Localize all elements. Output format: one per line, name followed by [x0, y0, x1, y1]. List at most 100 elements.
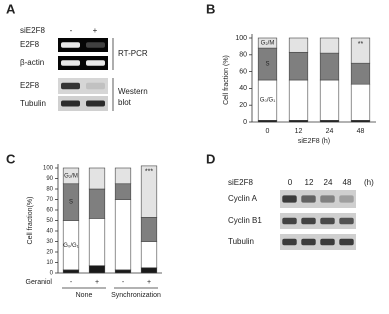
bar-segment	[140, 165, 158, 218]
bar-segment	[88, 218, 106, 266]
y-tick-label: 100	[43, 166, 54, 172]
row-label: β-actin	[20, 58, 44, 67]
panel-letter: D	[206, 151, 215, 166]
blot-background	[58, 38, 108, 52]
y-tick-label: 20	[46, 250, 53, 256]
method-label: RT-PCR	[118, 49, 148, 58]
y-tick-label: 80	[46, 187, 53, 193]
y-tick-label: 100	[235, 35, 247, 42]
x-axis-label: siE2F8 (h)	[298, 138, 330, 145]
blot-band	[320, 217, 335, 225]
group-label: None	[76, 292, 93, 299]
y-tick-label: 0	[243, 119, 247, 126]
category-axis-label: Geraniol	[26, 279, 53, 286]
y-tick-label: 40	[239, 85, 247, 92]
bar-segment	[114, 199, 132, 271]
lane-label: +	[93, 26, 98, 35]
blot-band	[61, 100, 80, 107]
bar-segment	[62, 269, 80, 274]
y-tick-label: 60	[239, 68, 247, 75]
y-tick-label: 30	[46, 239, 53, 245]
bar-segment	[88, 265, 106, 274]
lane-label: 0	[288, 178, 293, 187]
blot-band	[86, 42, 105, 48]
blot-band	[320, 238, 335, 246]
lane-label: -	[70, 26, 73, 35]
blot-band	[61, 60, 80, 66]
y-tick-label: 80	[239, 52, 247, 59]
x-tick-label: +	[147, 279, 151, 286]
bar-segment	[257, 37, 278, 49]
bar-segment	[140, 267, 158, 274]
blot-band	[61, 42, 80, 48]
blot-band	[61, 82, 80, 90]
bar-segment	[350, 37, 371, 64]
bar-segment	[140, 217, 158, 242]
blot-band	[282, 238, 297, 246]
bar-segment	[319, 79, 340, 121]
bar-segment	[114, 167, 132, 185]
blot-band	[301, 195, 316, 203]
y-tick-label: 20	[239, 102, 247, 109]
bar-segment	[350, 83, 371, 121]
bar-segment	[88, 188, 106, 219]
row-label: E2F8	[20, 81, 40, 90]
blot-band	[301, 238, 316, 246]
bar-segment	[319, 52, 340, 81]
blot-band	[86, 60, 105, 66]
lane-label: 48	[343, 178, 352, 187]
y-tick-label: 0	[50, 271, 54, 277]
segment-label: G₂/M	[64, 173, 78, 179]
x-tick-label: 12	[295, 128, 303, 135]
condition-label: siE2F8	[20, 26, 45, 35]
blot-band	[339, 238, 354, 246]
segment-label: G₀/G₁	[63, 243, 79, 249]
y-tick-label: 70	[46, 197, 53, 203]
segment-label: S	[69, 200, 73, 206]
blot-background	[280, 190, 356, 208]
x-tick-label: -	[70, 279, 73, 286]
bar-segment	[62, 167, 80, 185]
y-axis-label: Cell fraction (%)	[223, 55, 230, 105]
row-label: Tubulin	[228, 237, 254, 246]
row-label: E2F8	[20, 40, 40, 49]
bar-segment	[288, 51, 309, 81]
bar-segment	[114, 269, 132, 274]
unit-label: (h)	[364, 178, 374, 187]
blot-band	[282, 195, 297, 203]
blot-band	[86, 100, 105, 107]
blot-background	[280, 213, 356, 229]
y-tick-label: 50	[46, 218, 53, 224]
significance-label: ***	[145, 169, 153, 176]
blot-background	[58, 78, 108, 94]
panel-letter: A	[6, 1, 16, 16]
y-tick-label: 90	[46, 176, 53, 182]
blot-background	[58, 56, 108, 70]
blot-background	[280, 234, 356, 250]
x-tick-label: +	[95, 279, 99, 286]
method-label: Western blot	[118, 87, 148, 107]
segment-label: G₂/M	[261, 41, 275, 47]
bar-segment	[88, 167, 106, 190]
y-tick-label: 60	[46, 208, 53, 214]
blot-band	[86, 82, 105, 90]
y-tick-label: 40	[46, 229, 53, 235]
group-label: Synchronization	[111, 292, 161, 299]
significance-label: **	[358, 41, 364, 48]
bar-segment	[288, 37, 309, 53]
segment-label: S	[265, 62, 269, 68]
row-label: Cyclin B1	[228, 216, 262, 225]
lane-label: 24	[324, 178, 333, 187]
blot-band	[320, 195, 335, 203]
segment-label: G₀/G₁	[260, 98, 276, 104]
blot-band	[339, 195, 354, 203]
blot-band	[282, 217, 297, 225]
panel-letter: C	[6, 151, 16, 166]
blot-band	[301, 217, 316, 225]
x-tick-label: 48	[357, 128, 365, 135]
bar-segment	[114, 183, 132, 200]
row-label: Cyclin A	[228, 194, 258, 203]
bar-segment	[140, 241, 158, 269]
